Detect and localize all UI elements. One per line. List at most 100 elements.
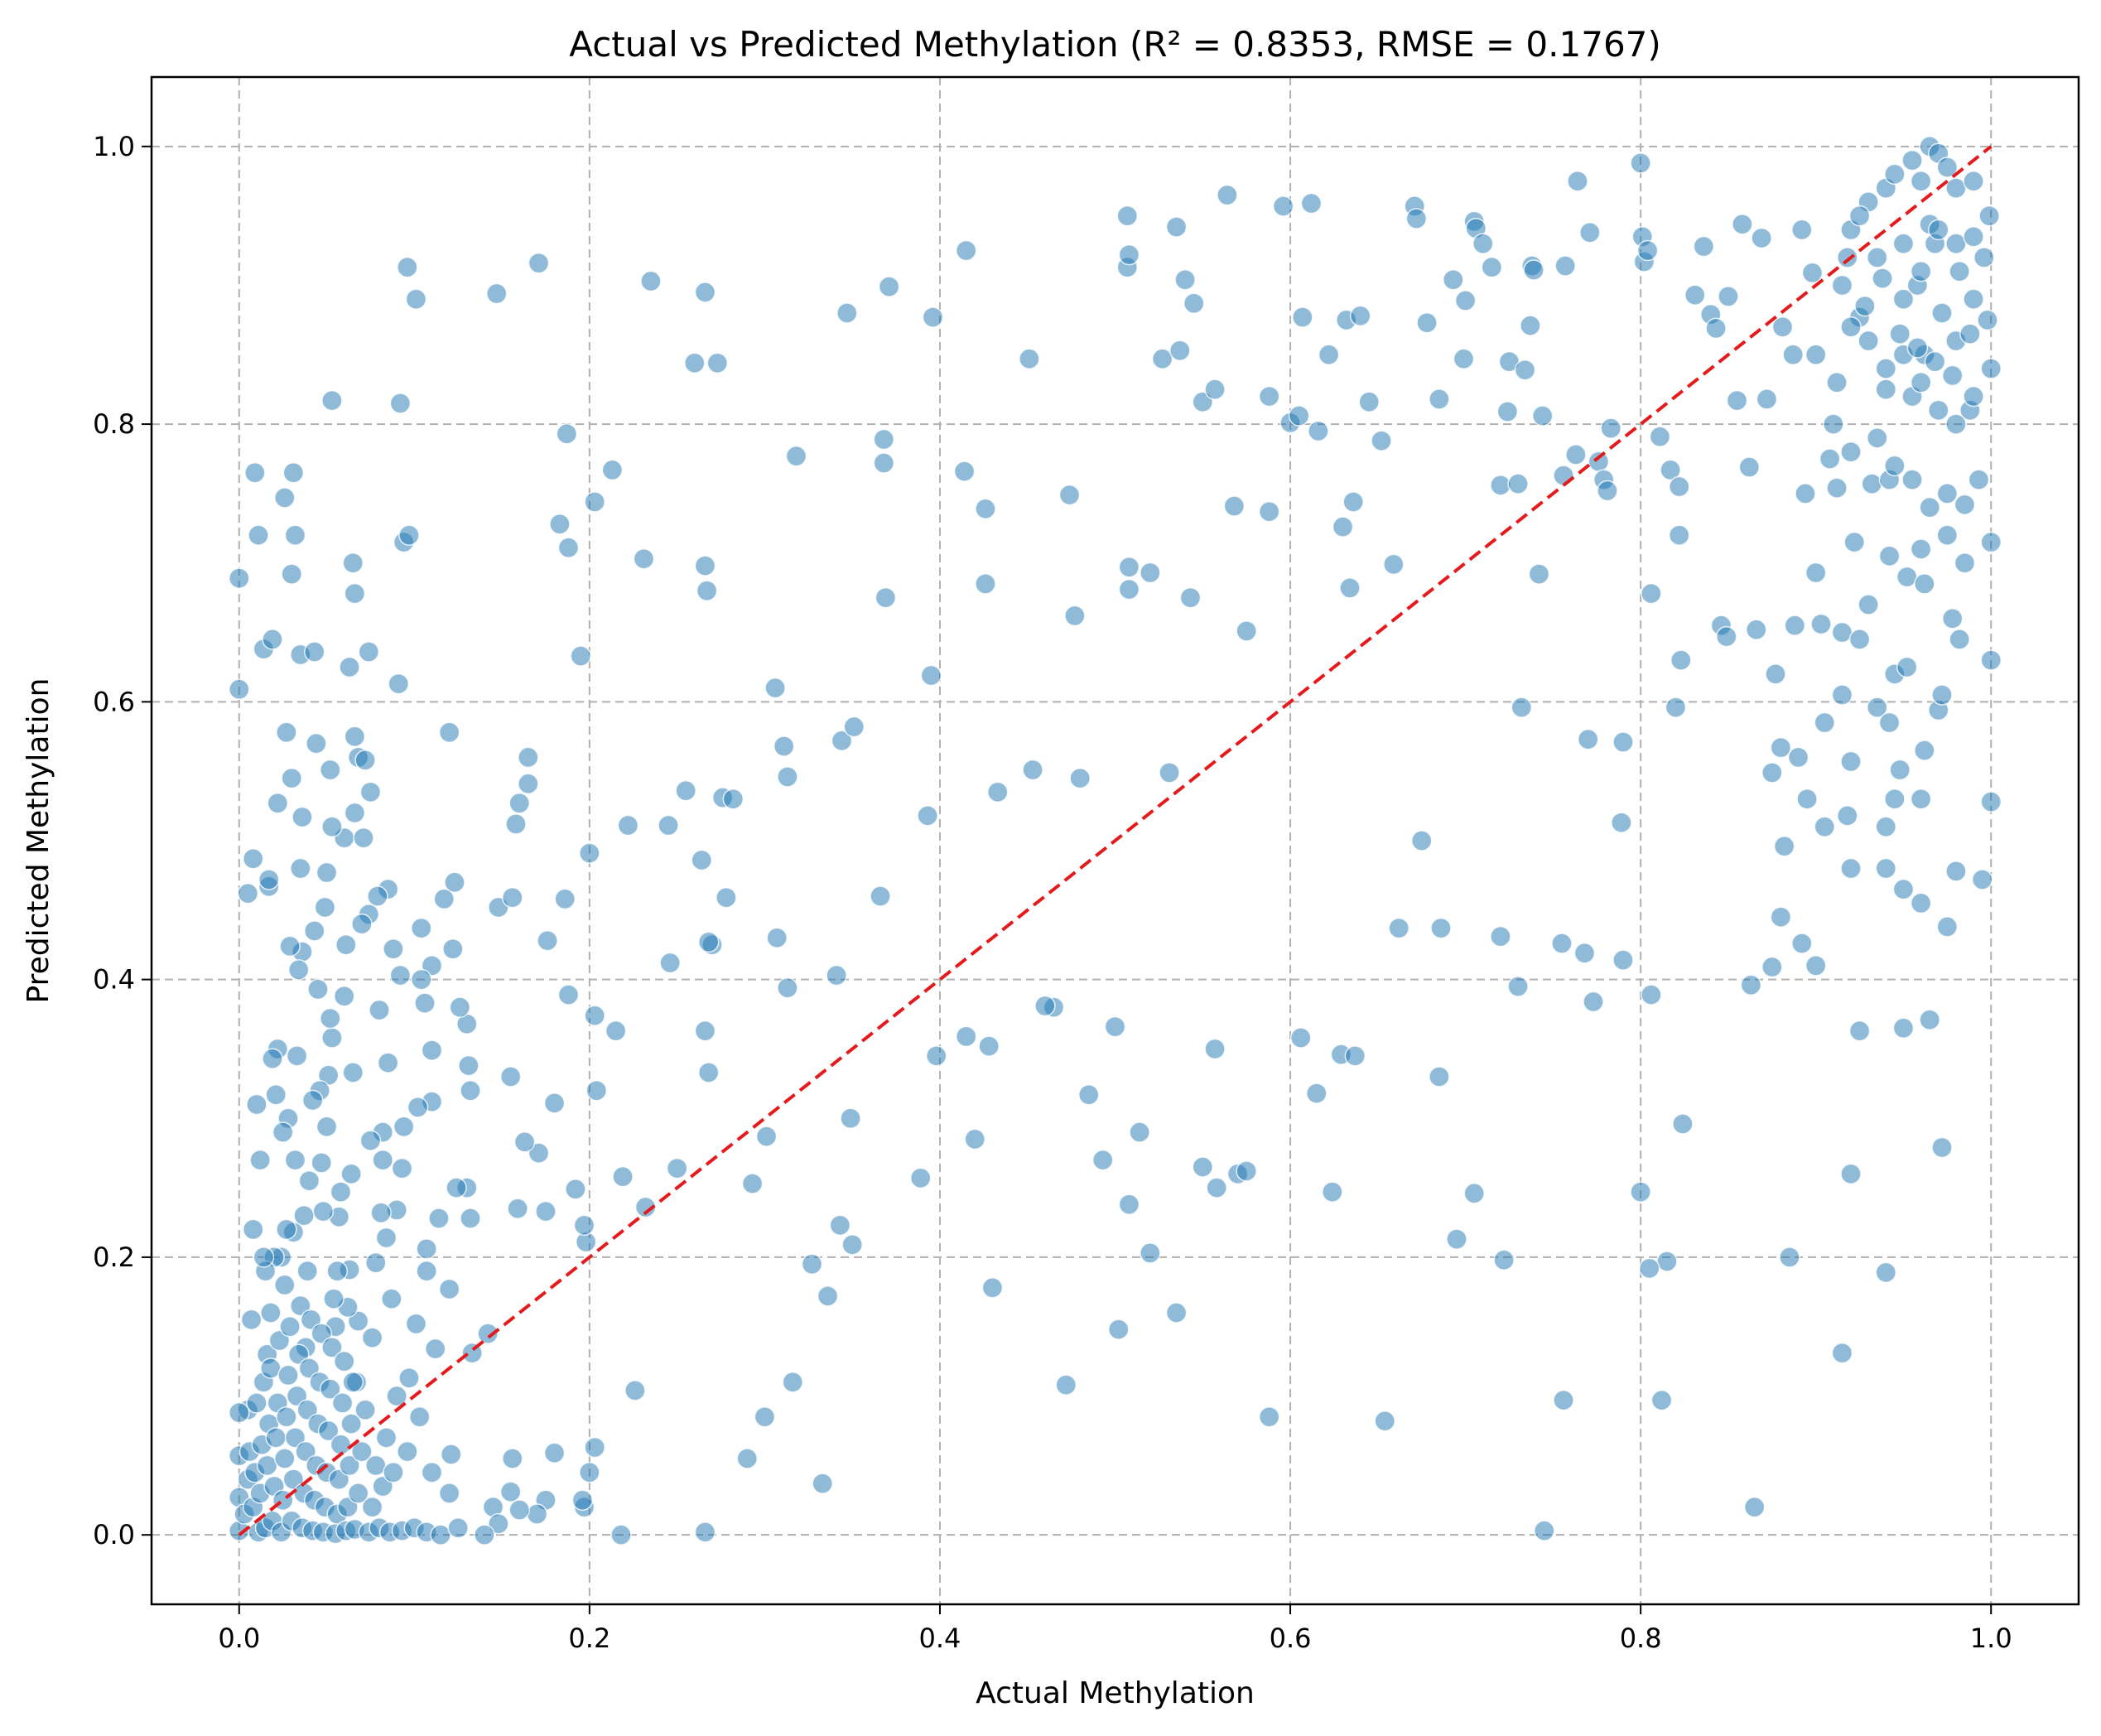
data-point (244, 462, 266, 484)
data-point (1854, 295, 1876, 317)
data-point (1977, 309, 1998, 331)
data-point (955, 239, 977, 262)
data-point (1896, 656, 1918, 678)
data-point (987, 781, 1009, 803)
data-point (1481, 256, 1503, 278)
data-point (321, 389, 343, 412)
data-point (256, 1454, 278, 1477)
data-point (1858, 330, 1879, 352)
data-point (1507, 473, 1529, 494)
data-point (1159, 762, 1180, 784)
data-point (1978, 205, 2000, 227)
data-point (1174, 268, 1196, 291)
data-point (1573, 943, 1596, 964)
data-point (1973, 247, 1995, 268)
x-tick-label-5: 1.0 (1970, 1623, 2012, 1654)
data-point (697, 1062, 720, 1083)
data-point (1910, 260, 1932, 282)
data-point (508, 1499, 530, 1521)
data-point (458, 1054, 479, 1077)
data-point (773, 735, 795, 757)
data-point (1416, 311, 1438, 334)
data-point (634, 1196, 657, 1218)
data-point (1761, 762, 1783, 784)
data-point (279, 935, 301, 957)
data-point (975, 498, 996, 520)
data-point (389, 393, 412, 414)
data-point (298, 1169, 320, 1192)
data-point (1118, 578, 1140, 600)
data-point (405, 1313, 427, 1335)
data-point (284, 524, 306, 546)
data-point (1463, 1183, 1485, 1204)
data-point (321, 1337, 343, 1358)
data-point (428, 1208, 450, 1229)
data-point (1534, 1520, 1555, 1541)
data-point (1945, 861, 1967, 882)
data-point (873, 452, 895, 474)
data-point (1980, 649, 2002, 671)
data-point (330, 1181, 352, 1203)
data-point (826, 964, 847, 986)
data-point (1140, 1242, 1161, 1264)
data-point (1430, 917, 1452, 939)
data-point (1810, 613, 1832, 635)
data-point (1665, 697, 1687, 718)
data-point (438, 721, 460, 743)
data-point (411, 917, 432, 939)
data-point (1597, 480, 1618, 502)
data-point (265, 1084, 287, 1106)
data-point (1954, 552, 1976, 574)
data-point (1751, 227, 1772, 249)
x-tick-label-3: 0.6 (1270, 1623, 1312, 1654)
data-point (421, 1039, 443, 1061)
data-point (438, 1483, 460, 1504)
data-point (306, 732, 327, 755)
data-point (1756, 388, 1778, 410)
data-point (1770, 906, 1792, 928)
data-point (320, 759, 341, 781)
data-point (829, 1214, 851, 1237)
data-point (584, 1436, 605, 1459)
data-point (554, 888, 576, 910)
data-point (411, 968, 432, 991)
data-point (817, 1285, 839, 1307)
data-point (1140, 562, 1161, 584)
data-point (488, 1513, 509, 1535)
data-point (1684, 284, 1706, 306)
data-point (326, 1260, 348, 1282)
y-tick-label-2: 0.4 (93, 964, 135, 996)
data-point (1118, 244, 1140, 266)
data-point (633, 547, 655, 570)
data-point (777, 766, 798, 788)
data-point (1217, 184, 1238, 206)
data-point (706, 352, 729, 374)
data-point (330, 1434, 352, 1455)
data-point (1738, 456, 1761, 478)
data-point (1292, 306, 1313, 328)
data-point (1236, 620, 1257, 642)
data-point (1771, 316, 1794, 338)
data-point (1878, 545, 1901, 567)
data-point (262, 629, 283, 650)
data-point (398, 524, 420, 546)
data-point (416, 1260, 437, 1282)
data-point (391, 1157, 413, 1179)
data-point (342, 1372, 364, 1393)
data-point (1288, 405, 1310, 427)
data-point (1968, 469, 1990, 490)
data-point (314, 896, 336, 919)
data-point (556, 423, 578, 445)
data-point (640, 270, 662, 292)
data-point (975, 573, 996, 595)
data-point (1858, 594, 1879, 615)
data-point (1496, 401, 1519, 422)
data-point (925, 1045, 947, 1067)
data-point (375, 1227, 398, 1249)
data-point (383, 1461, 404, 1483)
data-point (1875, 857, 1897, 880)
data-point (1875, 1261, 1897, 1284)
data-point (526, 1503, 548, 1525)
data-point (1765, 663, 1786, 685)
data-point (1104, 1015, 1126, 1038)
